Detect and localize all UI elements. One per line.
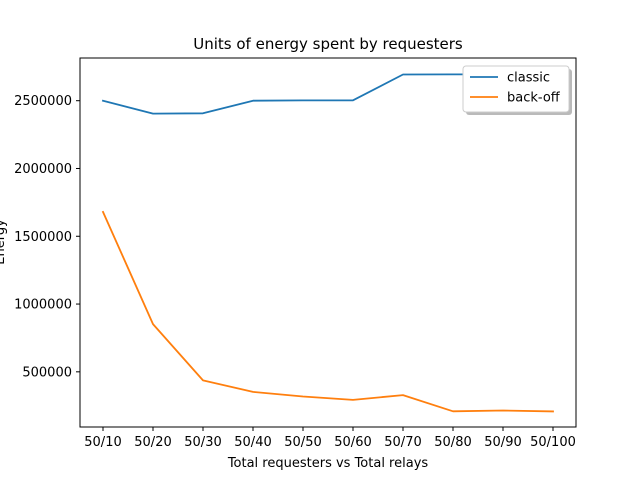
series-line-back-off	[101, 210, 554, 413]
series-lines	[101, 73, 554, 413]
y-tick-label: 1500000	[14, 230, 72, 245]
x-tick-label: 50/10	[84, 435, 121, 450]
legend-label-back-off: back-off	[507, 91, 561, 106]
legend-label-classic: classic	[507, 71, 550, 86]
x-tick-label: 50/100	[530, 435, 576, 450]
x-tick-label: 50/40	[234, 435, 271, 450]
y-tick-label: 1000000	[14, 298, 72, 313]
y-tick-label: 2500000	[14, 94, 72, 109]
chart-title: Units of energy spent by requesters	[193, 35, 463, 53]
x-tick-label: 50/50	[284, 435, 321, 450]
x-tick-label: 50/80	[434, 435, 471, 450]
x-tick-label: 50/30	[184, 435, 221, 450]
y-tick-label: 500000	[22, 365, 72, 380]
legend: classic back-off	[462, 65, 572, 115]
x-axis-label: Total requesters vs Total relays	[227, 456, 429, 471]
x-tick-label: 50/60	[334, 435, 371, 450]
y-axis: 500000 1000000 1500000 2000000 2500000	[14, 94, 80, 380]
y-tick-label: 2000000	[14, 162, 72, 177]
x-tick-label: 50/20	[134, 435, 171, 450]
x-axis: 50/10 50/20 50/30 50/40 50/50 50/60 50/70 50/80…	[84, 427, 576, 450]
y-axis-label: Energy	[0, 219, 8, 265]
plot-frame	[79, 57, 577, 428]
x-tick-label: 50/90	[484, 435, 521, 450]
x-tick-label: 50/70	[384, 435, 421, 450]
